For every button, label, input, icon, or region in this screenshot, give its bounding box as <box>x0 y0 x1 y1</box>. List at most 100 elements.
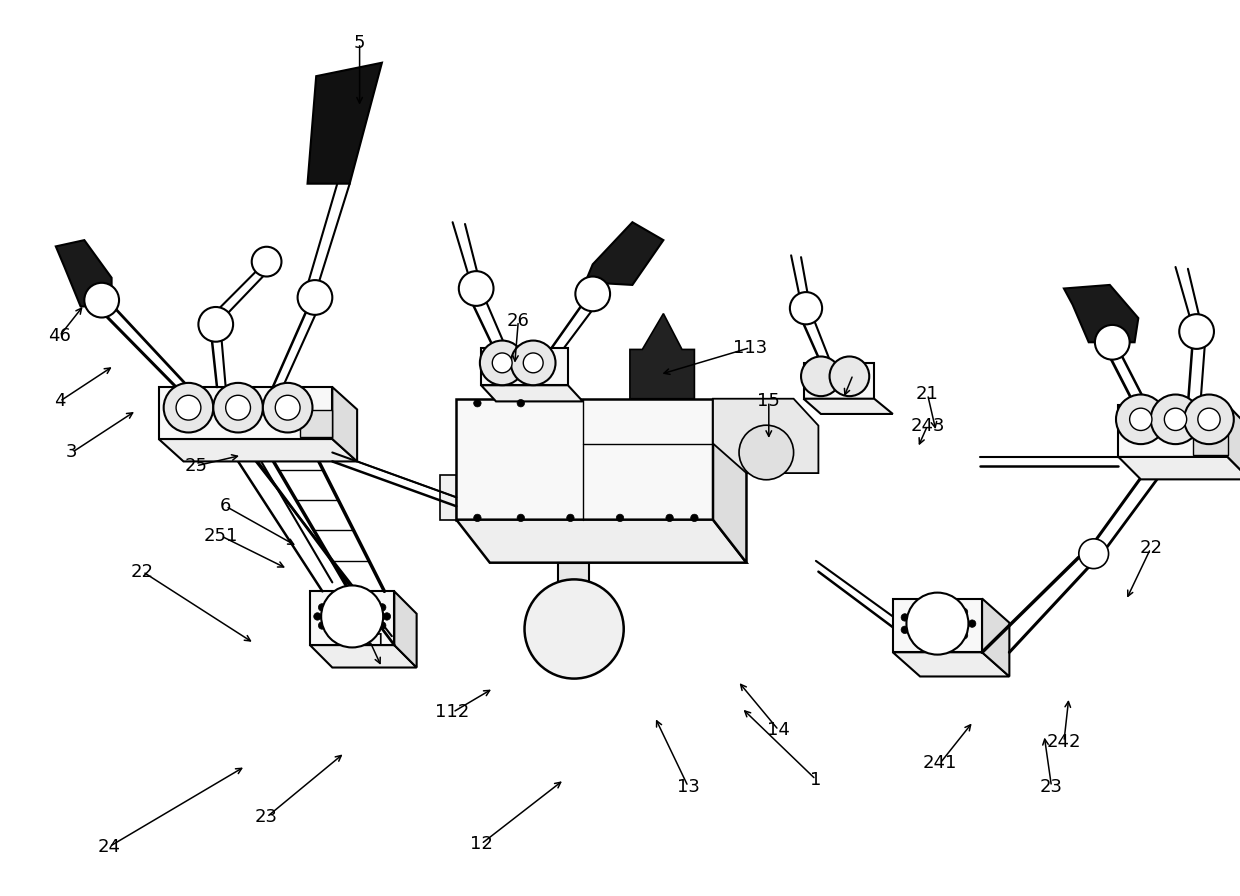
Polygon shape <box>394 591 417 668</box>
Polygon shape <box>1118 457 1240 479</box>
Circle shape <box>916 635 924 643</box>
Text: 242: 242 <box>1047 733 1081 751</box>
Circle shape <box>252 246 281 277</box>
Text: 26: 26 <box>842 366 864 383</box>
Polygon shape <box>713 399 746 563</box>
Circle shape <box>1198 409 1220 430</box>
Text: 23: 23 <box>255 808 278 826</box>
Circle shape <box>1116 394 1166 444</box>
Text: 14: 14 <box>768 721 790 739</box>
Circle shape <box>517 514 525 521</box>
Circle shape <box>517 400 525 407</box>
Polygon shape <box>481 385 583 401</box>
Text: 13: 13 <box>677 778 699 796</box>
Polygon shape <box>558 563 589 591</box>
Circle shape <box>176 395 201 420</box>
Circle shape <box>575 277 610 311</box>
Polygon shape <box>310 591 394 645</box>
Polygon shape <box>1228 405 1240 479</box>
Polygon shape <box>630 314 694 399</box>
Polygon shape <box>481 348 568 385</box>
Text: 4: 4 <box>53 392 66 410</box>
Circle shape <box>1151 394 1200 444</box>
Text: 111: 111 <box>352 632 387 650</box>
Circle shape <box>1130 409 1152 430</box>
Polygon shape <box>804 399 893 414</box>
Circle shape <box>331 597 339 605</box>
Text: 12: 12 <box>470 835 492 853</box>
Circle shape <box>666 514 673 521</box>
Polygon shape <box>1064 285 1138 342</box>
Text: 1: 1 <box>810 771 822 788</box>
Circle shape <box>801 357 841 396</box>
Circle shape <box>1179 314 1214 349</box>
Circle shape <box>164 383 213 433</box>
Circle shape <box>830 357 869 396</box>
Circle shape <box>523 353 543 373</box>
Circle shape <box>1184 394 1234 444</box>
Polygon shape <box>1118 405 1228 457</box>
Text: 23: 23 <box>1040 778 1063 796</box>
Circle shape <box>480 340 525 385</box>
Text: 21: 21 <box>916 385 939 403</box>
Polygon shape <box>713 399 818 473</box>
Circle shape <box>366 628 373 636</box>
Text: 46: 46 <box>48 327 71 345</box>
Circle shape <box>525 580 624 678</box>
Text: 24: 24 <box>98 838 120 856</box>
Polygon shape <box>56 240 112 306</box>
Text: 22: 22 <box>1140 539 1162 557</box>
Circle shape <box>459 271 494 306</box>
Polygon shape <box>159 387 332 439</box>
Circle shape <box>314 613 321 620</box>
Circle shape <box>226 395 250 420</box>
Circle shape <box>916 604 924 612</box>
Circle shape <box>263 383 312 433</box>
Polygon shape <box>804 363 874 399</box>
Circle shape <box>901 614 909 621</box>
Circle shape <box>567 514 574 521</box>
Polygon shape <box>159 439 357 461</box>
Circle shape <box>960 608 967 616</box>
Circle shape <box>298 280 332 314</box>
Circle shape <box>1095 325 1130 359</box>
Circle shape <box>790 292 822 324</box>
Text: 15: 15 <box>758 392 780 410</box>
Polygon shape <box>585 222 663 285</box>
Text: 251: 251 <box>203 527 238 545</box>
Circle shape <box>331 628 339 636</box>
Circle shape <box>378 622 386 629</box>
Circle shape <box>84 283 119 317</box>
Polygon shape <box>300 410 332 437</box>
Circle shape <box>960 632 967 639</box>
Circle shape <box>383 613 391 620</box>
Polygon shape <box>1193 426 1228 455</box>
Circle shape <box>319 622 326 629</box>
Circle shape <box>213 383 263 433</box>
Polygon shape <box>440 475 456 520</box>
Circle shape <box>378 604 386 611</box>
Circle shape <box>940 638 947 645</box>
Text: 26: 26 <box>507 312 529 330</box>
Circle shape <box>275 395 300 420</box>
Circle shape <box>319 604 326 611</box>
Text: 3: 3 <box>66 444 78 461</box>
Text: 241: 241 <box>923 754 957 772</box>
Polygon shape <box>308 63 382 184</box>
Circle shape <box>691 514 698 521</box>
Polygon shape <box>310 645 417 668</box>
Circle shape <box>321 585 383 648</box>
Text: 25: 25 <box>185 457 207 475</box>
Polygon shape <box>893 599 982 652</box>
Circle shape <box>1079 538 1109 569</box>
Circle shape <box>906 592 968 655</box>
Text: 112: 112 <box>435 703 470 721</box>
Polygon shape <box>456 399 713 520</box>
Text: 5: 5 <box>353 34 366 52</box>
Circle shape <box>366 597 373 605</box>
Polygon shape <box>982 599 1009 676</box>
Circle shape <box>492 353 512 373</box>
Circle shape <box>511 340 556 385</box>
Circle shape <box>739 426 794 479</box>
Polygon shape <box>893 652 1009 676</box>
